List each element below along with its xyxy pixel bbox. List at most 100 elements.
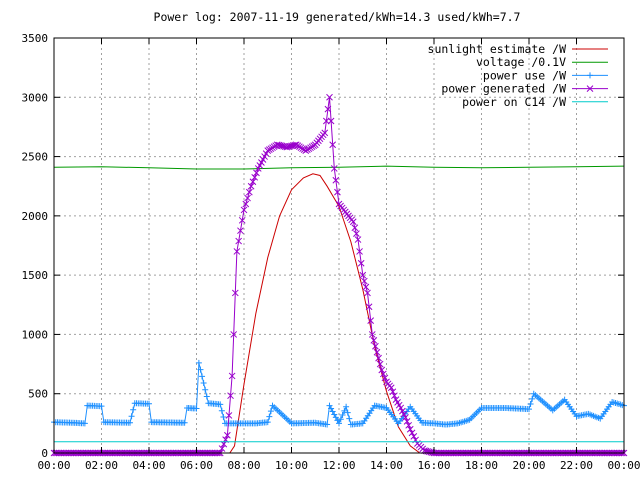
legend-label: power use /W (483, 68, 566, 82)
series-3-point (586, 85, 594, 92)
series-3-point (329, 141, 337, 149)
series-3-point (406, 425, 414, 433)
series-2-point (98, 403, 105, 410)
series-0 (54, 173, 624, 454)
series-3-point (372, 342, 379, 350)
series-2-point (203, 393, 210, 400)
series-3-point (362, 283, 370, 291)
series-2-point (341, 407, 348, 414)
series-2-point (197, 366, 204, 373)
x-tick-label: 22:00 (560, 459, 593, 472)
axes: 0 500 1000 1500 2000 2500 3000 3500 00:00 02:00 04… (22, 32, 640, 472)
series-3-point (373, 348, 381, 356)
series-3-point (367, 317, 375, 324)
series-3-point (235, 237, 243, 245)
series-3-point (359, 271, 367, 279)
series-3-point (322, 117, 330, 125)
series-3-point (397, 404, 405, 412)
x-tick-label: 04:00 (132, 459, 165, 472)
series-2-point (128, 413, 135, 420)
legend-label: power on C14 /W (462, 95, 566, 109)
x-tick-label: 08:00 (227, 459, 260, 472)
series-2-point (587, 72, 593, 79)
series-0-line (54, 173, 624, 454)
series-2-point (218, 407, 225, 414)
series-3-point (242, 200, 250, 208)
series-2-point (339, 412, 346, 419)
series-2-point (199, 373, 206, 380)
series-3-point (244, 194, 251, 202)
series-2-point (331, 411, 338, 418)
y-tick-label: 500 (28, 388, 48, 401)
x-tick-label: 02:00 (85, 459, 118, 472)
series-3-point (251, 173, 259, 181)
series-3-point (321, 129, 329, 137)
series-3-point (391, 392, 398, 400)
series-3-point (370, 337, 378, 344)
series-3-point (354, 236, 362, 243)
series-2-point (344, 409, 351, 416)
series-2-point (336, 420, 342, 427)
series-3-point (231, 289, 239, 297)
y-tick-label: 0 (41, 447, 48, 460)
series-3-point (253, 169, 260, 177)
x-tick-label: 00:00 (37, 459, 70, 472)
y-tick-label: 3000 (22, 91, 49, 104)
series-3-point (228, 372, 236, 380)
x-tick-label: 16:00 (417, 459, 450, 472)
y-tick-label: 1000 (22, 328, 49, 341)
series-3-point (230, 331, 238, 338)
series-3-point (398, 407, 406, 415)
legend-label: power generated /W (441, 82, 566, 96)
series-3-point (375, 354, 382, 362)
series-3-point (353, 230, 360, 237)
series-2-point (266, 413, 273, 420)
series-2-point (324, 421, 331, 428)
series-2-point (217, 401, 224, 408)
series-2-point (527, 400, 534, 407)
series-3-point (356, 248, 363, 255)
series-3-point (330, 165, 338, 172)
series-2-point (526, 406, 532, 413)
series-2-point (195, 359, 202, 366)
series-3-point (237, 227, 244, 235)
series-2-point (326, 402, 333, 409)
series-3-point (245, 188, 253, 196)
series-2-point (337, 416, 344, 423)
series-1 (53, 165, 625, 170)
series-3-point (360, 277, 368, 285)
y-tick-label: 1500 (22, 269, 49, 282)
series-3-point (225, 412, 233, 419)
series-3-point (233, 248, 241, 255)
series-3-point (389, 388, 397, 396)
series-3-point (405, 421, 413, 429)
series-3-point (326, 93, 333, 101)
series-3-point (400, 410, 408, 418)
series-3-point (334, 188, 341, 196)
x-tick-label: 12:00 (322, 459, 355, 472)
series-3-point (408, 429, 416, 437)
series-3-point (403, 418, 411, 425)
series-3-point (238, 216, 246, 224)
x-tick-label: 14:00 (370, 459, 403, 472)
series-3-point (365, 303, 373, 311)
x-tick-label: 00:00 (607, 459, 640, 472)
series-3-point (402, 414, 409, 421)
x-tick-label: 06:00 (180, 459, 213, 472)
y-tick-label: 3500 (22, 32, 49, 45)
series-3-point (324, 105, 332, 113)
series-3-point (376, 360, 384, 368)
series-3-point (351, 224, 359, 232)
series-2-point (81, 420, 88, 427)
series-3-point (364, 289, 371, 297)
series-2-point (130, 406, 137, 413)
series-2-point (220, 414, 227, 421)
legend-label: voltage /0.1V (476, 55, 566, 69)
series-3-point (357, 259, 365, 267)
series-3-point (240, 206, 248, 214)
series-2-point (264, 419, 271, 426)
series-2-point (127, 419, 133, 426)
series-3-point (327, 117, 335, 125)
